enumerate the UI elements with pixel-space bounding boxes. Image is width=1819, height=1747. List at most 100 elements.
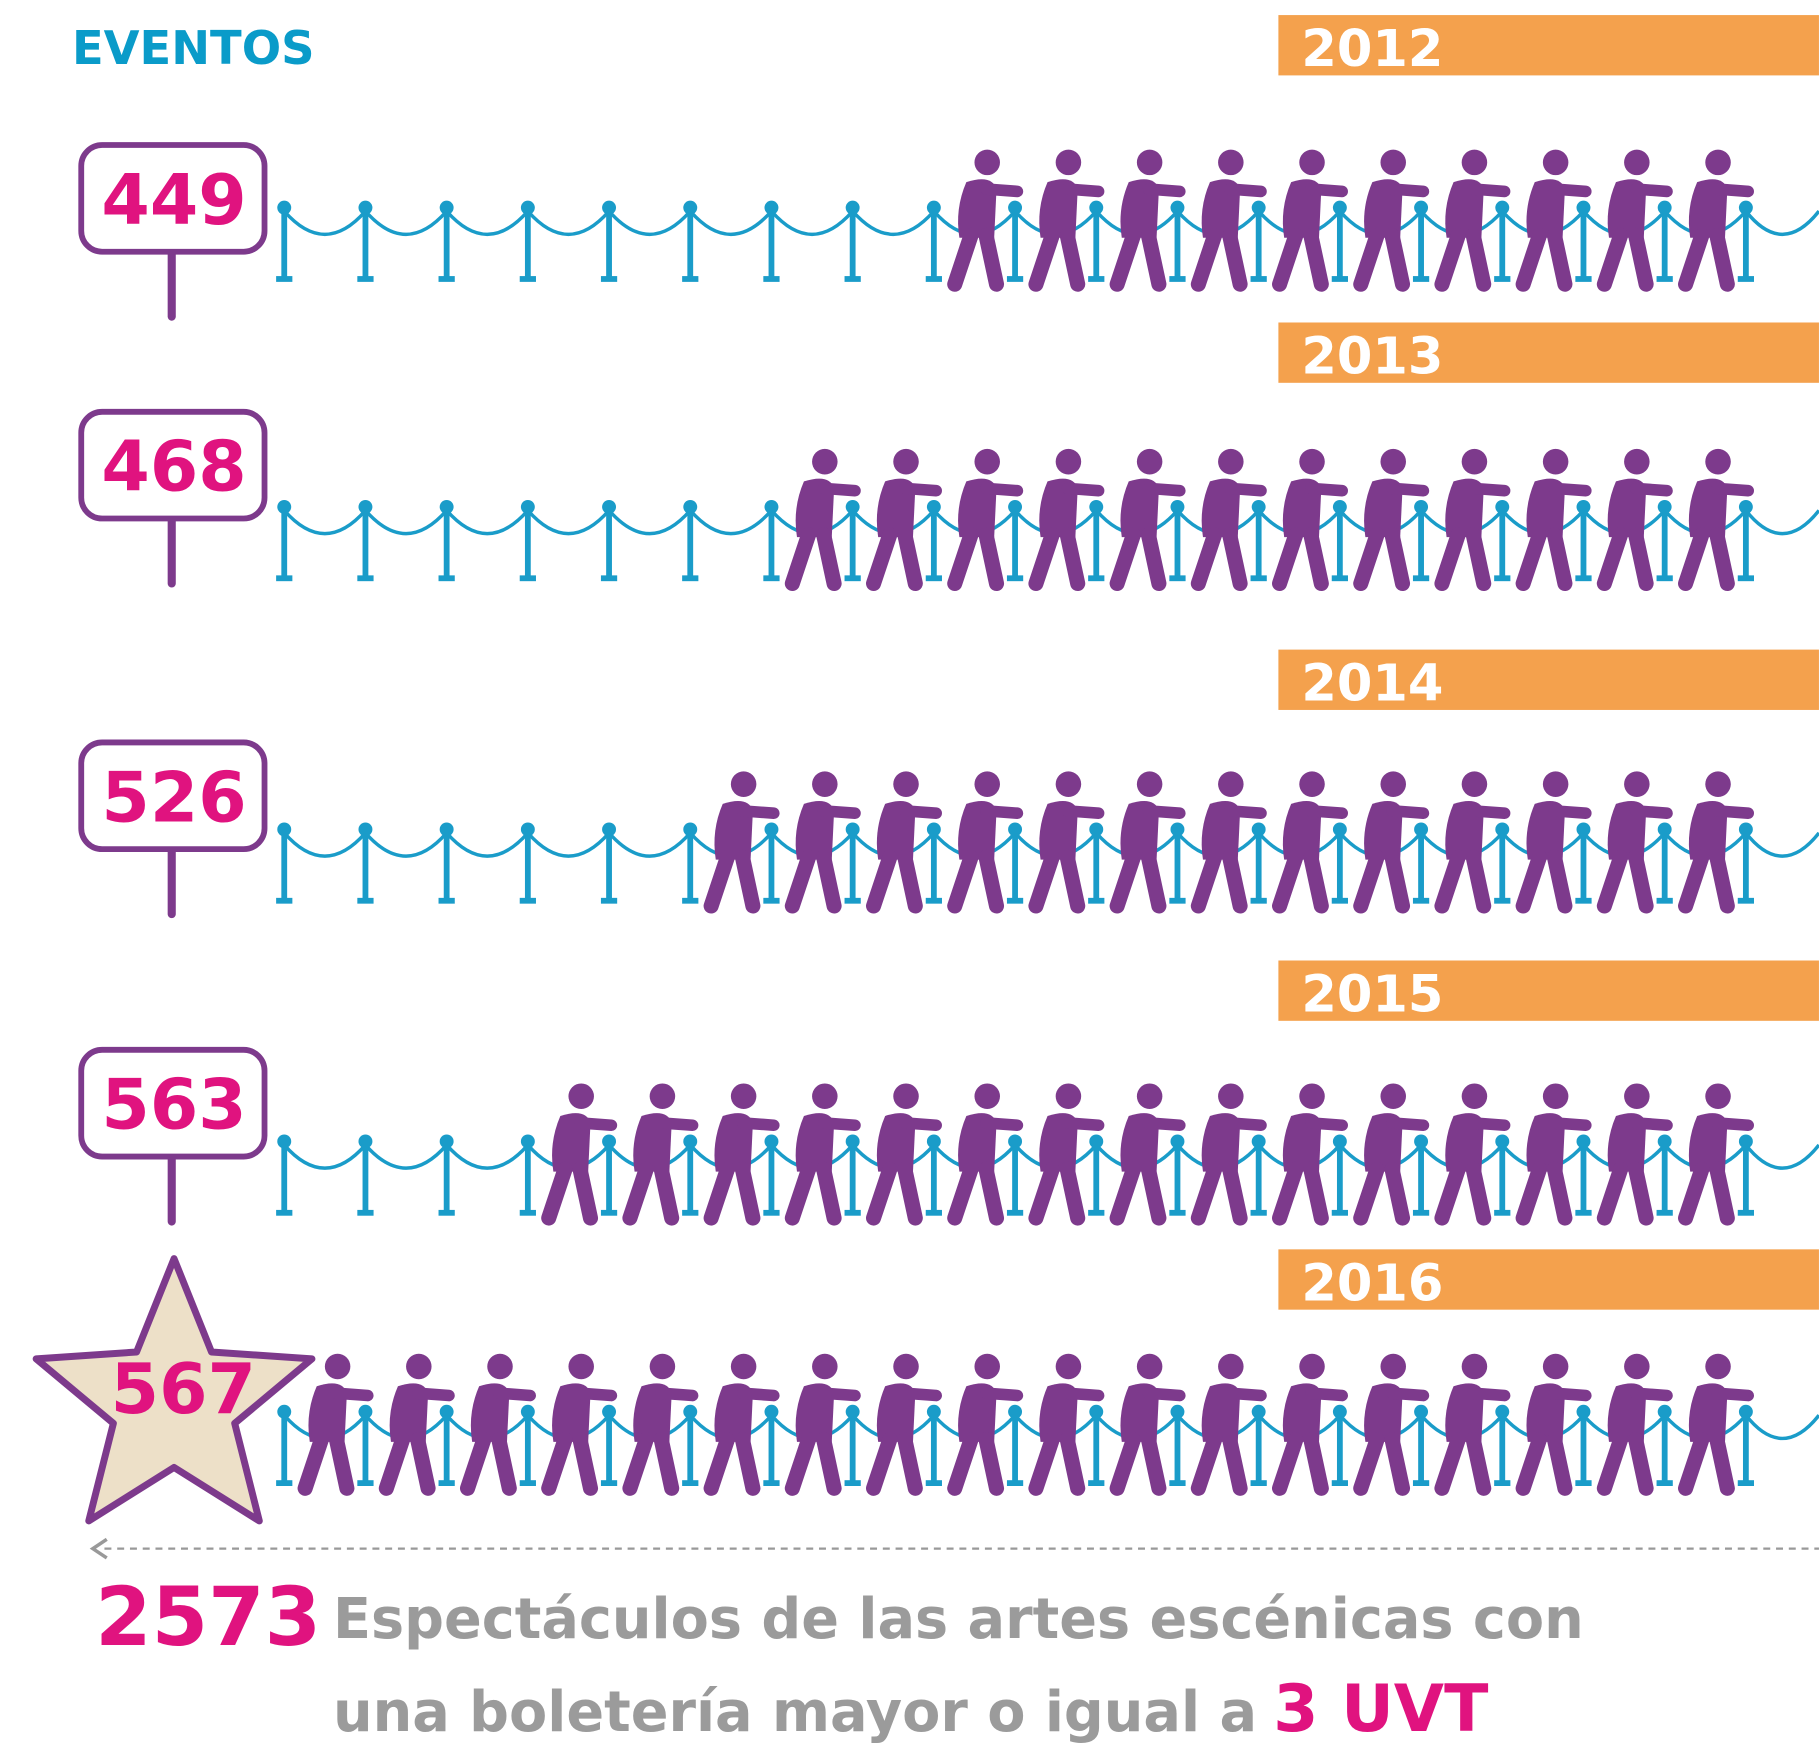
post-top bbox=[927, 1405, 941, 1419]
legs bbox=[1117, 1169, 1159, 1218]
post-top bbox=[1089, 500, 1103, 514]
post-base bbox=[520, 898, 536, 904]
post-top bbox=[846, 201, 860, 215]
post-base bbox=[1007, 276, 1023, 282]
legs bbox=[1442, 535, 1484, 584]
arm bbox=[661, 1393, 692, 1395]
arm bbox=[499, 1393, 530, 1395]
legs bbox=[792, 1169, 834, 1218]
post-base bbox=[1332, 575, 1348, 581]
post-base bbox=[926, 1210, 942, 1216]
legs bbox=[874, 535, 916, 584]
legs bbox=[1117, 857, 1159, 906]
head bbox=[1218, 1354, 1244, 1380]
post-base bbox=[520, 1210, 536, 1216]
post-top bbox=[1495, 1405, 1509, 1419]
post-top bbox=[1658, 1135, 1672, 1149]
legs bbox=[711, 1169, 753, 1218]
legs bbox=[468, 1440, 510, 1489]
legs bbox=[955, 1169, 997, 1218]
post-top bbox=[1008, 201, 1022, 215]
post-top bbox=[358, 822, 372, 836]
legs bbox=[874, 1169, 916, 1218]
post-base bbox=[926, 575, 942, 581]
post-top bbox=[521, 1135, 535, 1149]
head bbox=[1137, 1354, 1163, 1380]
head bbox=[1299, 449, 1325, 475]
head bbox=[1705, 1083, 1731, 1109]
events-value: 563 bbox=[101, 1065, 246, 1146]
head bbox=[487, 1354, 513, 1380]
head bbox=[1299, 771, 1325, 797]
title: EVENTOS bbox=[72, 21, 315, 75]
post-base bbox=[1332, 276, 1348, 282]
post-top bbox=[1008, 1135, 1022, 1149]
post-base bbox=[1657, 575, 1673, 581]
head bbox=[812, 1083, 838, 1109]
post-base bbox=[520, 1480, 536, 1486]
post-top bbox=[521, 500, 535, 514]
post-base bbox=[601, 898, 617, 904]
legs bbox=[1523, 235, 1565, 284]
head bbox=[1299, 1354, 1325, 1380]
post-top bbox=[1658, 1405, 1672, 1419]
arm bbox=[742, 811, 773, 813]
head bbox=[974, 771, 1000, 797]
legs bbox=[630, 1169, 672, 1218]
post-base bbox=[1413, 1480, 1429, 1486]
arm bbox=[1230, 811, 1261, 813]
post-top bbox=[1414, 1405, 1428, 1419]
legs bbox=[1280, 1440, 1322, 1489]
post-top bbox=[358, 1405, 372, 1419]
arm bbox=[905, 811, 936, 813]
post-top bbox=[1577, 201, 1591, 215]
post-top bbox=[1008, 822, 1022, 836]
head bbox=[1218, 1083, 1244, 1109]
arm bbox=[1554, 189, 1585, 191]
post-top bbox=[277, 822, 291, 836]
post-top bbox=[846, 822, 860, 836]
post-base bbox=[926, 276, 942, 282]
post-base bbox=[682, 575, 698, 581]
head bbox=[1056, 449, 1082, 475]
legs bbox=[549, 1440, 591, 1489]
post-base bbox=[1575, 1210, 1591, 1216]
total-value: 2573 bbox=[95, 1571, 321, 1665]
head bbox=[974, 1354, 1000, 1380]
post-top bbox=[358, 1135, 372, 1149]
post-top bbox=[846, 1405, 860, 1419]
legs bbox=[1686, 1169, 1728, 1218]
post-base bbox=[601, 276, 617, 282]
post-base bbox=[1413, 1210, 1429, 1216]
post-base bbox=[276, 898, 292, 904]
arm bbox=[1311, 1123, 1342, 1125]
post-top bbox=[1658, 822, 1672, 836]
legs bbox=[1361, 1169, 1403, 1218]
post-top bbox=[440, 1405, 454, 1419]
post-top bbox=[602, 822, 616, 836]
head bbox=[1218, 449, 1244, 475]
legs bbox=[1036, 535, 1078, 584]
post-top bbox=[1089, 1405, 1103, 1419]
legs bbox=[1523, 535, 1565, 584]
post-base bbox=[1494, 898, 1510, 904]
post-base bbox=[682, 898, 698, 904]
post-base bbox=[1494, 276, 1510, 282]
legs bbox=[386, 1440, 428, 1489]
post-top bbox=[846, 1135, 860, 1149]
head bbox=[1705, 1354, 1731, 1380]
legs bbox=[955, 535, 997, 584]
arm bbox=[1230, 189, 1261, 191]
post-base bbox=[1088, 575, 1104, 581]
legs bbox=[1361, 1440, 1403, 1489]
post-base bbox=[276, 1480, 292, 1486]
post-top bbox=[683, 1405, 697, 1419]
head bbox=[1543, 771, 1569, 797]
legs bbox=[1198, 235, 1240, 284]
post-top bbox=[1252, 1405, 1266, 1419]
post-base bbox=[682, 276, 698, 282]
post-top bbox=[764, 1135, 778, 1149]
arm bbox=[905, 1123, 936, 1125]
post-base bbox=[357, 1210, 373, 1216]
legs bbox=[1036, 857, 1078, 906]
